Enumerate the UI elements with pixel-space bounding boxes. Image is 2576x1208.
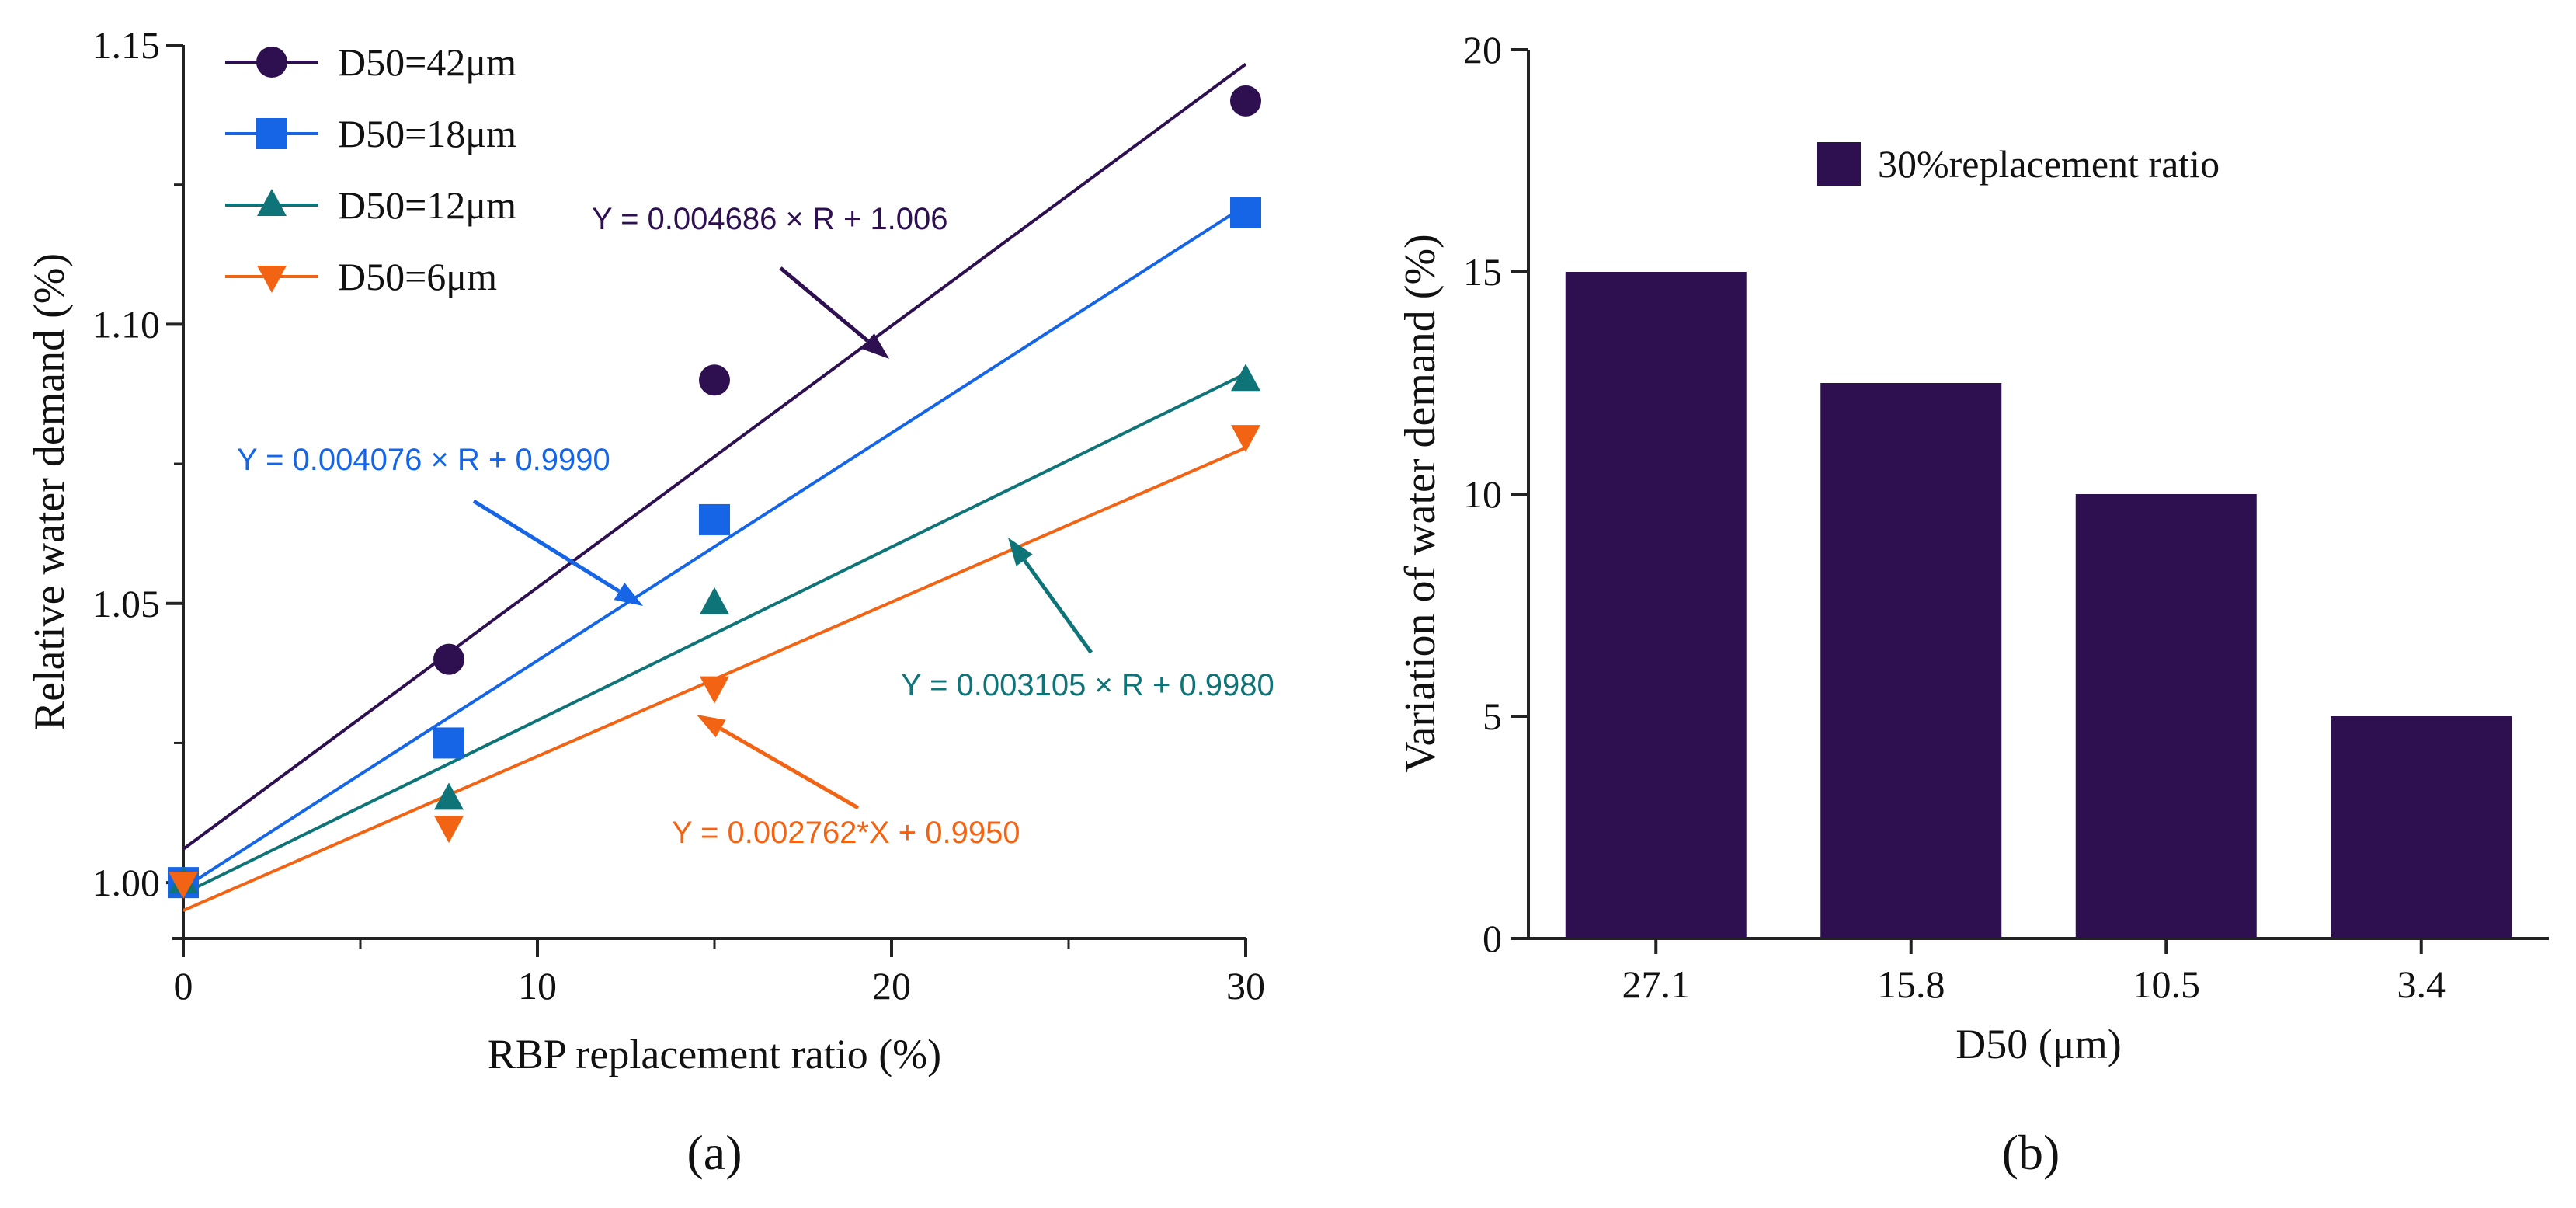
fit-arrow-3-head (697, 715, 726, 738)
x-tick-label: 0 (174, 964, 193, 1008)
data-point-3-0 (169, 872, 198, 900)
data-point-1-3 (1230, 197, 1261, 228)
fit-line-1 (182, 204, 1247, 889)
bar-3 (2331, 716, 2512, 938)
panel-a-scatter-chart: 1.00 1.05 1.10 1.15 0 10 20 30 RBP replacement r… (26, 23, 1274, 1180)
data-point-2-2 (700, 587, 729, 614)
panel-label-a: (a) (687, 1125, 742, 1180)
legend-label-2: D50=12μm (338, 183, 516, 227)
fit-equation-2: Y = 0.003105 × R + 0.9980 (901, 668, 1274, 702)
x-tick-label-b: 10.5 (2133, 963, 2201, 1006)
fit-equation-1: Y = 0.004076 × R + 0.9990 (237, 443, 610, 477)
fit-line-2 (183, 372, 1246, 896)
bar-0 (1565, 272, 1747, 938)
fit-arrow-0-head (861, 332, 889, 359)
y-tick-label-b: 0 (1483, 917, 1502, 960)
data-point-2-1 (434, 782, 464, 810)
data-point-0-2 (699, 364, 730, 396)
fit-arrow-2-head (1008, 538, 1033, 566)
panel-label-b: (b) (2002, 1125, 2060, 1180)
data-point-3-3 (1231, 425, 1260, 453)
fit-arrow-1-head (614, 582, 643, 606)
data-point-1-1 (433, 727, 464, 759)
data-point-0-1 (433, 643, 464, 675)
bar-2 (2075, 494, 2257, 938)
fit-equation-0: Y = 0.004686 × R + 1.006 (592, 202, 948, 236)
x-tick-label: 20 (872, 964, 911, 1008)
legend-marker-3 (257, 266, 287, 293)
x-tick-label-b: 15.8 (1877, 963, 1945, 1006)
fit-arrow-1-shaft (472, 499, 621, 594)
legend-marker-1 (256, 118, 287, 149)
x-tick-label: 10 (518, 964, 557, 1008)
y-tick-label-b: 5 (1483, 695, 1502, 738)
x-axis-label: RBP replacement ratio (%) (488, 1031, 941, 1077)
legend-label-1: D50=18μm (338, 112, 516, 155)
data-point-3-1 (434, 816, 464, 844)
fit-equation-3: Y = 0.002762*X + 0.9950 (672, 816, 1020, 850)
y-tick-label: 1.15 (92, 23, 161, 67)
legend-swatch-b (1817, 142, 1861, 186)
bar-1 (1820, 383, 2002, 938)
fit-arrow-3-shaft (719, 726, 860, 810)
panel-b-bar-chart: 0 5 10 15 20 27.1 15.8 10.5 3.4 D50 (μm) Variation… (1396, 28, 2549, 1180)
data-point-1-2 (699, 503, 730, 535)
data-point-3-2 (700, 676, 729, 704)
x-tick-label-b: 27.1 (1622, 963, 1691, 1006)
y-axis-label-b: Variation of water demand (%) (1396, 234, 1444, 773)
legend-marker-0 (256, 47, 287, 78)
y-tick-label-b: 10 (1463, 472, 1502, 516)
fit-arrow-0-shaft (779, 266, 869, 343)
y-tick-label: 1.05 (92, 582, 161, 625)
x-tick-label: 30 (1226, 964, 1265, 1008)
fit-arrow-2-shaft (1023, 559, 1093, 654)
data-point-0-3 (1230, 85, 1261, 117)
legend-label-0: D50=42μm (338, 40, 516, 84)
data-point-2-3 (1231, 364, 1260, 392)
legend-label-3: D50=6μm (338, 255, 497, 298)
y-axis-label: Relative water demand (%) (26, 253, 74, 730)
legend-label-b: 30%replacement ratio (1878, 142, 2220, 186)
legend-marker-2 (257, 189, 287, 216)
x-axis-label-b: D50 (μm) (1955, 1021, 2121, 1067)
x-tick-label-b: 3.4 (2397, 963, 2446, 1006)
y-tick-label-b: 20 (1463, 28, 1502, 71)
fit-line-0 (182, 62, 1247, 851)
y-tick-label-b: 15 (1463, 250, 1502, 294)
y-tick-label: 1.10 (92, 302, 161, 346)
y-tick-label: 1.00 (92, 861, 161, 904)
